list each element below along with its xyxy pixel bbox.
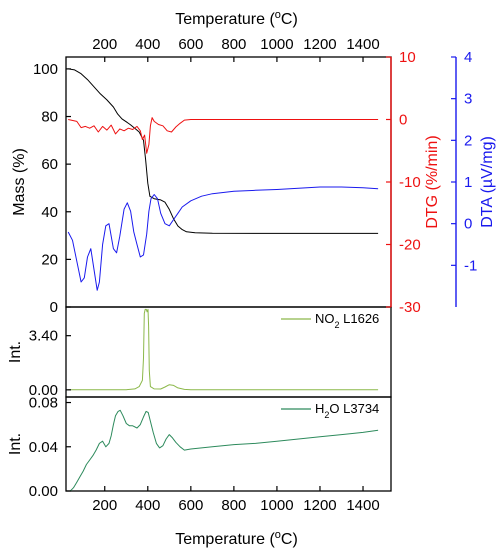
series-line-tga-dta <box>68 187 378 290</box>
x-bottom-tick-label-400: 400 <box>135 497 160 514</box>
series-line-h2o-int2 <box>70 410 378 491</box>
y-tick-label-dta-4: 3 <box>464 91 472 108</box>
y-tick-label-dtg-3: 0 <box>399 112 407 129</box>
legend-label-no2: NO2 L1626 <box>315 311 379 330</box>
x-top-tick-label-400: 400 <box>135 36 160 53</box>
y-tick-label-mass-5: 100 <box>33 61 58 78</box>
x-bottom-tick-label-600: 600 <box>178 497 203 514</box>
x-top-tick-label-200: 200 <box>92 36 117 53</box>
y-tick-label-int1-1: 3.40 <box>29 328 58 345</box>
y-tick-label-dta-5: 4 <box>464 49 472 66</box>
x-top-tick-label-1200: 1200 <box>303 36 336 53</box>
y-axis-title-int2: Int. <box>7 433 24 455</box>
y-tick-label-dtg-2: -10 <box>399 174 421 191</box>
y-tick-label-dta-0: -1 <box>464 257 477 274</box>
y-tick-label-mass-4: 80 <box>41 109 58 126</box>
x-axis-title-top: Temperature (oC) <box>175 9 298 28</box>
y-tick-label-mass-1: 20 <box>41 251 58 268</box>
y-tick-label-dtg-1: -20 <box>399 237 421 254</box>
y-tick-label-dta-3: 2 <box>464 132 472 149</box>
series-line-tga-dtg <box>68 118 378 154</box>
y-axis-title-mass: Mass (%) <box>11 148 28 216</box>
y-tick-label-mass-2: 40 <box>41 204 58 221</box>
x-top-tick-label-1000: 1000 <box>260 36 293 53</box>
y-tick-label-int2-1: 0.04 <box>29 439 58 456</box>
x-bottom-tick-label-1000: 1000 <box>260 497 293 514</box>
x-axis-title-bottom: Temperature (oC) <box>175 529 298 548</box>
legend-label-h2o: H2O L3734 <box>315 401 379 420</box>
y-tick-label-dta-2: 1 <box>464 174 472 191</box>
y-axis-title-int1: Int. <box>7 341 24 363</box>
y-tick-label-mass-3: 60 <box>41 156 58 173</box>
y-axis-title-dta: DTA (µV/mg) <box>479 136 496 228</box>
y-tick-label-dtg-0: -30 <box>399 299 421 316</box>
plot-frame-tga <box>66 57 391 307</box>
x-bottom-tick-label-1200: 1200 <box>303 497 336 514</box>
x-bottom-tick-label-1400: 1400 <box>346 497 379 514</box>
x-bottom-tick-label-800: 800 <box>221 497 246 514</box>
series-line-tga-mass <box>68 69 378 234</box>
x-top-tick-label-600: 600 <box>178 36 203 53</box>
x-bottom-tick-label-200: 200 <box>92 497 117 514</box>
y-tick-label-dtg-4: 10 <box>399 49 416 66</box>
x-top-tick-label-800: 800 <box>221 36 246 53</box>
y-tick-label-dta-1: 0 <box>464 216 472 233</box>
y-tick-label-int2-2: 0.08 <box>29 395 58 412</box>
x-top-tick-label-1400: 1400 <box>346 36 379 53</box>
y-tick-label-int2-0: 0.00 <box>29 483 58 500</box>
y-tick-label-mass-0: 0 <box>50 299 58 316</box>
y-axis-title-dtg: DTG (%/min) <box>424 135 441 228</box>
